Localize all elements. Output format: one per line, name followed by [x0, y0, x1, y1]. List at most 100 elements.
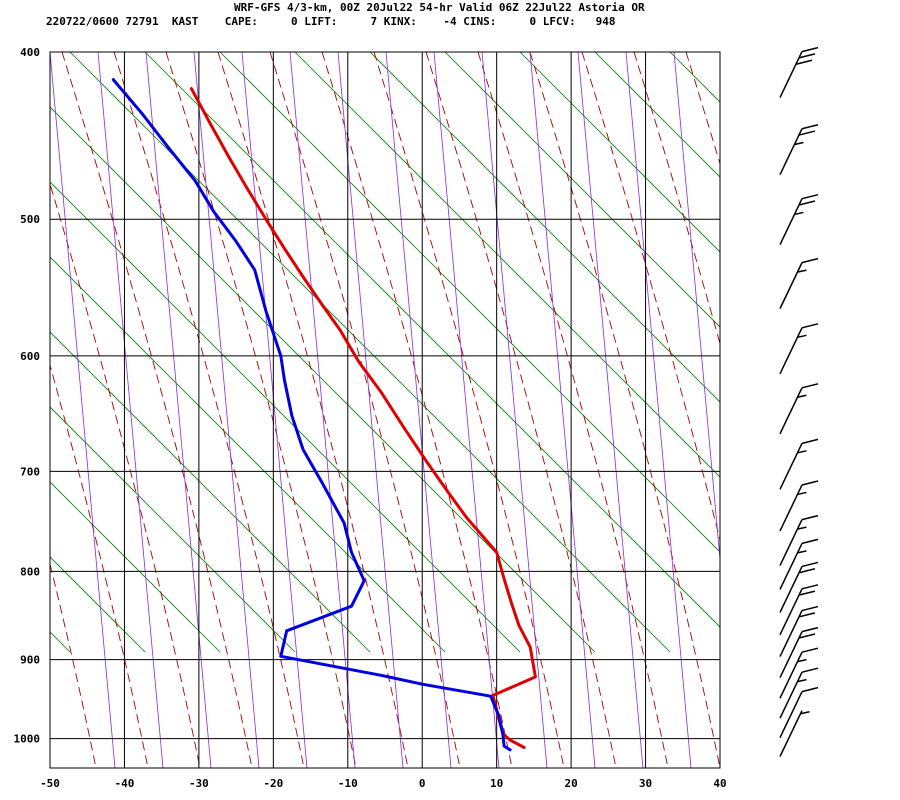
- dry-adiabat-line: [144, 52, 720, 628]
- dry-adiabat-line: [745, 52, 900, 652]
- x-tick-label: -20: [263, 777, 283, 790]
- wind-barb: [779, 480, 819, 532]
- wind-barb: [779, 561, 819, 613]
- wind-barb-flag: [798, 612, 816, 618]
- wind-barb: [779, 667, 819, 719]
- moist-adiabat-line: [321, 52, 513, 768]
- moist-adiabat-line: [217, 52, 409, 768]
- wind-barb-staff: [779, 387, 803, 435]
- dry-adiabat-line: [369, 52, 720, 403]
- mixing-ratio-line: [193, 52, 260, 768]
- chart-title: WRF-GFS 4/3-km, 00Z 20Jul22 54-hr Valid …: [234, 1, 645, 14]
- dry-adiabat-line: [50, 181, 521, 653]
- mixing-ratio-line: [481, 52, 548, 768]
- wind-barb-staff: [779, 671, 803, 719]
- mixing-ratio-line: [337, 52, 404, 768]
- dry-adiabat-line: [219, 52, 720, 553]
- wind-barb: [779, 686, 819, 738]
- wind-barb-half-flag: [794, 141, 804, 146]
- dry-adiabat-line: [50, 106, 596, 653]
- y-tick-label: 600: [20, 350, 40, 363]
- wind-barb-half-flag: [797, 550, 807, 554]
- wind-barb-half-flag: [794, 211, 804, 216]
- wind-barb-flag: [801, 323, 819, 329]
- wind-barb: [779, 626, 819, 678]
- moist-adiabat-line: [633, 52, 720, 346]
- wind-barb-staff: [779, 51, 803, 98]
- wind-barb-flag: [798, 200, 816, 206]
- x-tick-label: 30: [639, 777, 652, 790]
- moist-adiabat-line: [425, 52, 617, 768]
- wind-barb-staff: [779, 710, 803, 757]
- wind-barb-staff: [779, 588, 803, 636]
- wind-barb-staff: [779, 543, 803, 590]
- y-tick-label: 1000: [14, 733, 41, 746]
- wind-barb-flag: [801, 438, 819, 445]
- wind-barb: [779, 438, 819, 490]
- wind-barb-half-flag: [800, 711, 810, 715]
- temperature-profile-line: [189, 87, 537, 749]
- dry-adiabat-line: [594, 52, 720, 178]
- wind-barb: [779, 383, 819, 435]
- x-tick-label: -30: [189, 777, 209, 790]
- mixing-ratio-line: [673, 52, 720, 564]
- wind-barb: [779, 323, 819, 375]
- dry-adiabat-line: [69, 52, 671, 653]
- mixing-ratio-line: [97, 52, 164, 768]
- wind-barb-flag: [801, 561, 819, 568]
- x-tick-label: 40: [713, 777, 726, 790]
- dry-adiabat-line: [50, 406, 296, 653]
- mixing-ratio-line: [433, 52, 500, 768]
- dry-adiabat-line: [50, 256, 446, 653]
- wind-barb-staff: [779, 566, 803, 613]
- axes: -50 -40 -30 -20 -10 0 10 20 30 40 400 500 600 700 800 9…: [14, 46, 727, 790]
- moist-adiabat-line: [790, 52, 900, 768]
- wind-barb-flag: [801, 514, 819, 521]
- wind-barb: [779, 46, 819, 98]
- wind-barb: [779, 193, 819, 245]
- mixing-ratio-line: [577, 52, 644, 768]
- mixing-ratio-line: [145, 52, 212, 768]
- y-tick-label: 800: [20, 565, 40, 578]
- moist-adiabat-line: [50, 363, 149, 768]
- wind-barb-flag: [798, 590, 816, 596]
- dewpoint-profile-line: [111, 78, 512, 752]
- moist-adiabat-line: [50, 562, 97, 768]
- wind-barb: [779, 605, 819, 657]
- wind-barb-half-flag: [797, 394, 807, 399]
- moist-adiabat-line: [477, 52, 669, 768]
- wind-barb-flag: [801, 257, 819, 264]
- wind-barbs: [779, 46, 819, 757]
- station-indices-line: 220722/0600 72791 KAST CAPE: 0 LIFT: 7 K…: [46, 15, 616, 28]
- wind-barb-flag: [801, 46, 819, 53]
- wind-barb: [779, 514, 819, 566]
- mixing-ratio-line: [50, 52, 116, 768]
- dry-adiabat-line: [50, 481, 221, 653]
- wind-barb: [779, 647, 819, 699]
- wind-barb-half-flag: [797, 491, 807, 496]
- wind-barb: [779, 124, 819, 176]
- dry-adiabat-line: [669, 52, 720, 103]
- mixing-ratio-line: [241, 52, 308, 768]
- x-tick-label: -50: [40, 777, 60, 790]
- wind-barb-flag: [801, 124, 819, 130]
- wind-barb-flag: [801, 480, 819, 486]
- wind-barb-staff: [779, 610, 803, 657]
- wind-barb-staff: [779, 631, 803, 678]
- y-tick-label: 500: [20, 213, 40, 226]
- wind-barb-half-flag: [797, 526, 807, 530]
- wind-barb: [779, 538, 819, 590]
- dry-adiabat-line: [50, 331, 371, 653]
- dry-adiabat-line: [444, 52, 720, 328]
- wind-barb-half-flag: [797, 450, 807, 454]
- moist-adiabat-line: [685, 52, 720, 166]
- moist-adiabat-line: [165, 52, 357, 768]
- x-tick-label: -40: [115, 777, 135, 790]
- wind-barb-half-flag: [797, 678, 807, 683]
- wind-barb-half-flag: [797, 658, 807, 663]
- wind-barb-staff: [779, 327, 803, 375]
- wind-barb-staff: [779, 484, 803, 532]
- dry-adiabat-line: [294, 52, 720, 478]
- mixing-ratio-line: [529, 52, 596, 768]
